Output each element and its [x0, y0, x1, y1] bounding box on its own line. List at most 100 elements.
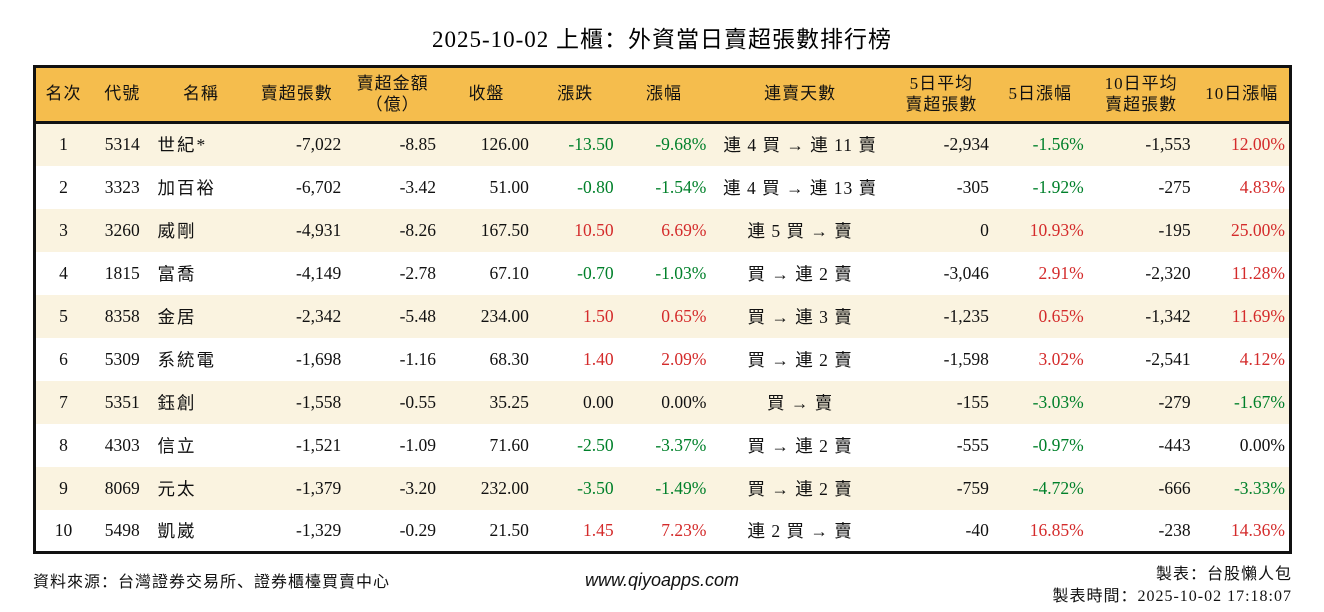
streak-cell: 買 → 連 3 賣 — [747, 306, 853, 327]
col-header-streak: 連賣天數 — [710, 66, 890, 124]
streak-cell: 連 5 買 → 賣 — [747, 220, 853, 241]
streak-cell: 買 → 連 2 賣 — [747, 435, 853, 456]
rank-cell: 5 — [59, 305, 68, 326]
avg5-sell-cell: -40 — [965, 519, 989, 540]
close-price-cell: 67.10 — [489, 262, 529, 283]
stock-name-cell: 加百裕 — [157, 177, 217, 198]
col-header-sell-amount: 賣超金額 （億） — [345, 66, 441, 124]
sell-amount-cell: -1.16 — [399, 348, 437, 369]
sell-qty-cell: -6,702 — [296, 176, 342, 197]
table-body: 1 5314 世紀* -7,022 -8.85 126.00 -13.50 -9… — [34, 122, 1291, 553]
streak-cell: 連 2 買 → 賣 — [747, 520, 853, 541]
pct10-cell: -3.33% — [1233, 477, 1285, 498]
col-header-code: 代號 — [90, 66, 154, 124]
sell-qty-cell: -2,342 — [296, 305, 342, 326]
change-cell: 1.50 — [582, 305, 614, 326]
pct10-cell: 12.00% — [1231, 134, 1285, 155]
table-row: 7 5351 鈺創 -1,558 -0.55 35.25 0.00 0.00% … — [34, 380, 1291, 424]
change-cell: -13.50 — [568, 134, 614, 155]
change-cell: -2.50 — [577, 434, 614, 455]
report-timestamp: 製表時間：2025-10-02 17:18:07 — [1052, 588, 1292, 605]
stock-code-cell: 1815 — [104, 262, 140, 283]
sell-qty-cell: -4,931 — [296, 219, 342, 240]
avg5-sell-cell: -1,235 — [943, 305, 989, 326]
avg5-sell-cell: -305 — [956, 176, 989, 197]
maker-label: 製表：台股懶人包 — [1155, 566, 1292, 583]
close-price-cell: 234.00 — [480, 305, 529, 326]
sell-amount-cell: -2.78 — [399, 262, 437, 283]
pct10-cell: 25.00% — [1231, 219, 1285, 240]
stock-name-cell: 威剛 — [157, 220, 197, 241]
pct10-cell: -1.67% — [1233, 391, 1285, 412]
change-pct-cell: 2.09% — [661, 348, 707, 369]
stock-name-cell: 系統電 — [157, 349, 217, 370]
streak-cell: 買 → 連 2 賣 — [747, 478, 853, 499]
pct10-cell: 0.00% — [1239, 434, 1285, 455]
table-row: 2 3323 加百裕 -6,702 -3.42 51.00 -0.80 -1.5… — [34, 165, 1291, 209]
col-header-name: 名稱 — [153, 66, 249, 124]
streak-cell: 買 → 賣 — [767, 392, 834, 413]
avg5-sell-cell: -3,046 — [943, 262, 989, 283]
sell-amount-cell: -5.48 — [399, 305, 437, 326]
change-pct-cell: -1.03% — [655, 262, 707, 283]
change-cell: 10.50 — [574, 219, 614, 240]
stock-code-cell: 8358 — [104, 305, 140, 326]
change-cell: -0.70 — [577, 262, 614, 283]
stock-code-cell: 3323 — [104, 176, 140, 197]
sell-qty-cell: -1,329 — [296, 519, 342, 540]
pct5-cell: 2.91% — [1038, 262, 1084, 283]
stock-name-cell: 世紀* — [157, 135, 208, 156]
change-cell: 1.40 — [582, 348, 614, 369]
rank-cell: 10 — [54, 519, 73, 540]
avg10-sell-cell: -279 — [1158, 391, 1191, 412]
rank-cell: 2 — [59, 176, 68, 197]
close-price-cell: 68.30 — [489, 348, 529, 369]
table-row: 3 3260 威剛 -4,931 -8.26 167.50 10.50 6.69… — [34, 208, 1291, 252]
pct5-cell: -1.56% — [1032, 134, 1084, 155]
rank-cell: 4 — [59, 262, 68, 283]
stock-code-cell: 4303 — [104, 434, 140, 455]
sell-qty-cell: -1,379 — [296, 477, 342, 498]
sell-qty-cell: -4,149 — [296, 262, 342, 283]
change-cell: 1.45 — [582, 519, 614, 540]
col-header-pct5: 5日漲幅 — [992, 66, 1088, 124]
stock-name-cell: 凱崴 — [157, 520, 197, 541]
streak-cell: 連 4 買 → 連 11 賣 — [723, 135, 877, 156]
col-header-change: 漲跌 — [532, 66, 618, 124]
avg5-sell-cell: -555 — [956, 434, 989, 455]
stock-code-cell: 5498 — [104, 519, 140, 540]
website-url: www.qiyoapps.com — [584, 570, 740, 590]
col-header-sell-qty: 賣超張數 — [248, 66, 346, 124]
sell-amount-cell: -3.42 — [399, 176, 437, 197]
table-row: 4 1815 富喬 -4,149 -2.78 67.10 -0.70 -1.03… — [34, 251, 1291, 295]
close-price-cell: 35.25 — [489, 391, 529, 412]
table-row: 10 5498 凱崴 -1,329 -0.29 21.50 1.45 7.23%… — [34, 509, 1291, 553]
streak-cell: 連 4 買 → 連 13 賣 — [723, 177, 878, 198]
stock-name-cell: 元太 — [157, 478, 197, 499]
stock-name-cell: 鈺創 — [157, 392, 197, 413]
avg5-sell-cell: -155 — [956, 391, 989, 412]
stock-code-cell: 5351 — [104, 391, 140, 412]
avg10-sell-cell: -275 — [1158, 176, 1191, 197]
credits-block: 製表：台股懶人包 製表時間：2025-10-02 17:18:07 — [1052, 564, 1292, 608]
pct5-cell: 3.02% — [1038, 348, 1084, 369]
change-pct-cell: -1.49% — [655, 477, 707, 498]
table-row: 5 8358 金居 -2,342 -5.48 234.00 1.50 0.65%… — [34, 294, 1291, 338]
avg10-sell-cell: -2,541 — [1145, 348, 1191, 369]
header-row: 名次 代號 名稱 賣超張數 賣超金額 （億） 收盤 漲跌 漲幅 連賣天數 5日平… — [34, 66, 1291, 124]
avg10-sell-cell: -443 — [1158, 434, 1191, 455]
stock-code-cell: 8069 — [104, 477, 140, 498]
col-header-avg5: 5日平均 賣超張數 — [889, 66, 993, 124]
avg5-sell-cell: 0 — [980, 219, 989, 240]
avg10-sell-cell: -238 — [1158, 519, 1191, 540]
ranking-table: 名次 代號 名稱 賣超張數 賣超金額 （億） 收盤 漲跌 漲幅 連賣天數 5日平… — [33, 65, 1292, 554]
rank-cell: 1 — [59, 134, 68, 155]
stock-name-cell: 富喬 — [157, 263, 197, 284]
change-pct-cell: -3.37% — [655, 434, 707, 455]
pct5-cell: -4.72% — [1032, 477, 1084, 498]
avg10-sell-cell: -1,553 — [1145, 134, 1191, 155]
sell-amount-cell: -1.09 — [399, 434, 437, 455]
pct10-cell: 4.12% — [1239, 348, 1285, 369]
close-price-cell: 21.50 — [489, 519, 529, 540]
pct5-cell: 16.85% — [1029, 519, 1084, 540]
